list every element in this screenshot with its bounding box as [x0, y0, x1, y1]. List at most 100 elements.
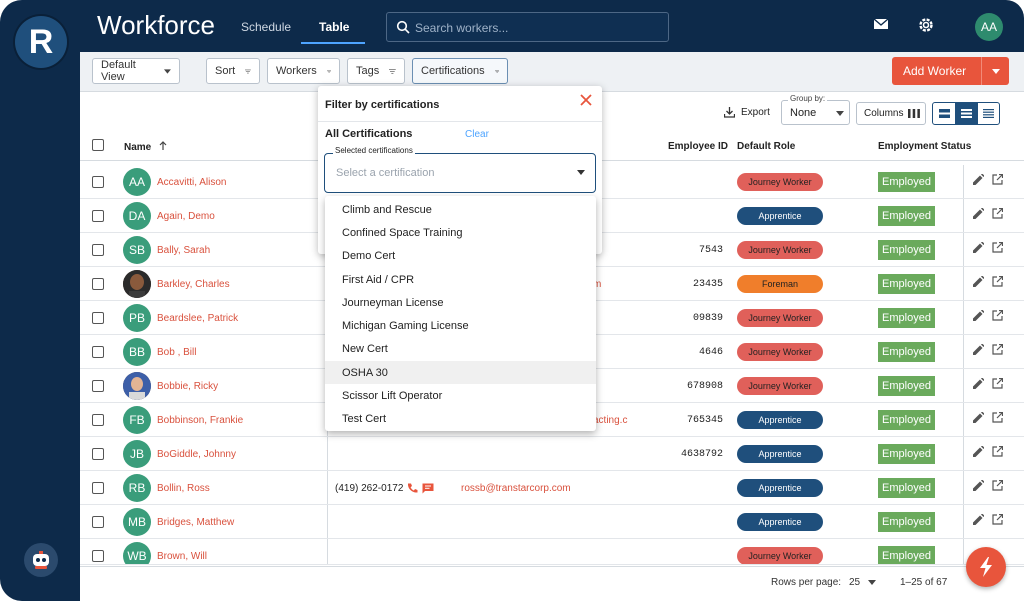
rows-per-page-select[interactable]: 25: [849, 577, 876, 588]
assistant-bot-icon[interactable]: [24, 543, 58, 577]
settings-gear-icon[interactable]: [917, 16, 935, 37]
add-worker-menu-caret[interactable]: [981, 57, 1009, 85]
column-header-status[interactable]: Employment Status: [878, 141, 972, 152]
row-checkbox[interactable]: [92, 448, 104, 460]
edit-pencil-icon[interactable]: [973, 514, 984, 525]
column-header-name[interactable]: Name: [124, 141, 167, 153]
edit-pencil-icon[interactable]: [973, 378, 984, 389]
open-external-icon[interactable]: [992, 344, 1003, 355]
edit-pencil-icon[interactable]: [973, 344, 984, 355]
mail-icon[interactable]: [873, 17, 889, 34]
density-comfortable-icon[interactable]: [933, 103, 955, 124]
row-checkbox[interactable]: [92, 414, 104, 426]
worker-name-link[interactable]: Bobbie, Ricky: [157, 381, 219, 392]
open-external-icon[interactable]: [992, 514, 1003, 525]
menu-item[interactable]: Demo Cert: [342, 250, 396, 263]
email-link[interactable]: acting.c: [593, 415, 628, 426]
edit-pencil-icon[interactable]: [973, 276, 984, 287]
user-avatar[interactable]: AA: [975, 13, 1003, 41]
row-checkbox[interactable]: [92, 482, 104, 494]
email-link[interactable]: m: [593, 279, 602, 290]
open-external-icon[interactable]: [992, 310, 1003, 321]
worker-name-link[interactable]: Barkley, Charles: [157, 279, 230, 290]
row-checkbox[interactable]: [92, 278, 104, 290]
menu-item-highlighted[interactable]: OSHA 30: [325, 361, 596, 385]
employee-id: 23435: [692, 279, 723, 290]
certifications-filter-button[interactable]: Certifications: [412, 58, 508, 84]
row-checkbox[interactable]: [92, 244, 104, 256]
edit-pencil-icon[interactable]: [973, 310, 984, 321]
tab-table[interactable]: Table: [319, 20, 350, 34]
app-logo[interactable]: R: [15, 16, 67, 68]
worker-name-link[interactable]: Bridges, Matthew: [157, 517, 235, 528]
add-worker-button[interactable]: Add Worker: [892, 57, 1009, 85]
density-compact-icon[interactable]: [977, 103, 999, 124]
open-external-icon[interactable]: [992, 378, 1003, 389]
edit-pencil-icon[interactable]: [973, 412, 984, 423]
row-checkbox[interactable]: [92, 346, 104, 358]
menu-item[interactable]: Journeyman License: [342, 296, 444, 309]
worker-name-link[interactable]: Again, Demo: [157, 211, 215, 222]
worker-name-link[interactable]: BoGiddle, Johnny: [157, 449, 236, 460]
columns-button[interactable]: Columns: [856, 102, 926, 125]
open-external-icon[interactable]: [992, 412, 1003, 423]
clear-link[interactable]: Clear: [465, 129, 489, 140]
email-link[interactable]: rossb@transtarcorp.com: [461, 483, 571, 494]
view-select[interactable]: Default View: [92, 58, 180, 84]
sort-button[interactable]: Sort: [206, 58, 260, 84]
menu-item[interactable]: First Aid / CPR: [342, 273, 415, 286]
row-checkbox[interactable]: [92, 176, 104, 188]
close-icon[interactable]: [580, 94, 592, 109]
search-input[interactable]: Search workers...: [386, 12, 669, 42]
worker-name-link[interactable]: Bollin, Ross: [157, 483, 210, 494]
edit-pencil-icon[interactable]: [973, 174, 984, 185]
density-standard-icon[interactable]: [955, 103, 977, 124]
edit-pencil-icon[interactable]: [973, 208, 984, 219]
row-checkbox[interactable]: [92, 516, 104, 528]
open-external-icon[interactable]: [992, 174, 1003, 185]
open-external-icon[interactable]: [992, 480, 1003, 491]
worker-name-link[interactable]: Bally, Sarah: [157, 245, 211, 256]
row-checkbox[interactable]: [92, 210, 104, 222]
table-row[interactable]: RB Bollin, Ross (419) 262-0172 rossb@tra…: [80, 471, 1024, 505]
edit-pencil-icon[interactable]: [973, 480, 984, 491]
select-all-checkbox[interactable]: [92, 139, 104, 151]
tab-schedule[interactable]: Schedule: [241, 20, 292, 34]
worker-name-link[interactable]: Beardslee, Patrick: [157, 313, 239, 324]
phone-icon[interactable]: [407, 483, 418, 494]
certification-select[interactable]: Selected certifications Select a certifi…: [324, 146, 596, 193]
menu-item[interactable]: New Cert: [342, 343, 388, 356]
worker-name-link[interactable]: Accavitti, Alison: [157, 177, 227, 188]
table-row[interactable]: JB BoGiddle, Johnny 4638792 Apprentice E…: [80, 437, 1024, 471]
menu-item[interactable]: Confined Space Training: [342, 226, 463, 239]
table-row[interactable]: MB Bridges, Matthew Apprentice Employed: [80, 505, 1024, 539]
message-icon[interactable]: [422, 483, 434, 494]
edit-pencil-icon[interactable]: [973, 446, 984, 457]
worker-name-link[interactable]: Brown, Will: [157, 551, 208, 562]
menu-item[interactable]: Climb and Rescue: [342, 203, 432, 216]
table-row[interactable]: FB Bobbinson, Frankie acting.c 765345 Ap…: [80, 403, 1024, 437]
row-checkbox[interactable]: [92, 312, 104, 324]
menu-item[interactable]: Test Cert: [342, 413, 387, 426]
group-by-select[interactable]: Group by: None: [781, 94, 850, 125]
export-button[interactable]: Export: [724, 107, 770, 118]
row-checkbox[interactable]: [92, 550, 104, 562]
open-external-icon[interactable]: [992, 242, 1003, 253]
tags-filter-button[interactable]: Tags: [347, 58, 405, 84]
column-header-employee-id[interactable]: Employee ID: [668, 141, 729, 152]
workers-filter-button[interactable]: Workers: [267, 58, 340, 84]
open-external-icon[interactable]: [992, 208, 1003, 219]
quick-action-lightning-button[interactable]: [966, 547, 1006, 587]
open-external-icon[interactable]: [992, 446, 1003, 457]
menu-item[interactable]: Michigan Gaming License: [342, 320, 469, 333]
open-external-icon[interactable]: [992, 276, 1003, 287]
worker-name-link[interactable]: Bob , Bill: [157, 347, 197, 358]
column-header-role[interactable]: Default Role: [737, 141, 796, 152]
table-row[interactable]: Barkley, Charles m 23435 Foreman Employe…: [80, 267, 1024, 301]
row-checkbox[interactable]: [92, 380, 104, 392]
worker-name-link[interactable]: Bobbinson, Frankie: [157, 415, 244, 426]
edit-pencil-icon[interactable]: [973, 242, 984, 253]
menu-item[interactable]: Scissor Lift Operator: [342, 390, 443, 403]
table-row[interactable]: WB Brown, Will Journey Worker Employed: [80, 539, 1024, 565]
phone-number[interactable]: (419) 262-0172: [335, 483, 434, 494]
